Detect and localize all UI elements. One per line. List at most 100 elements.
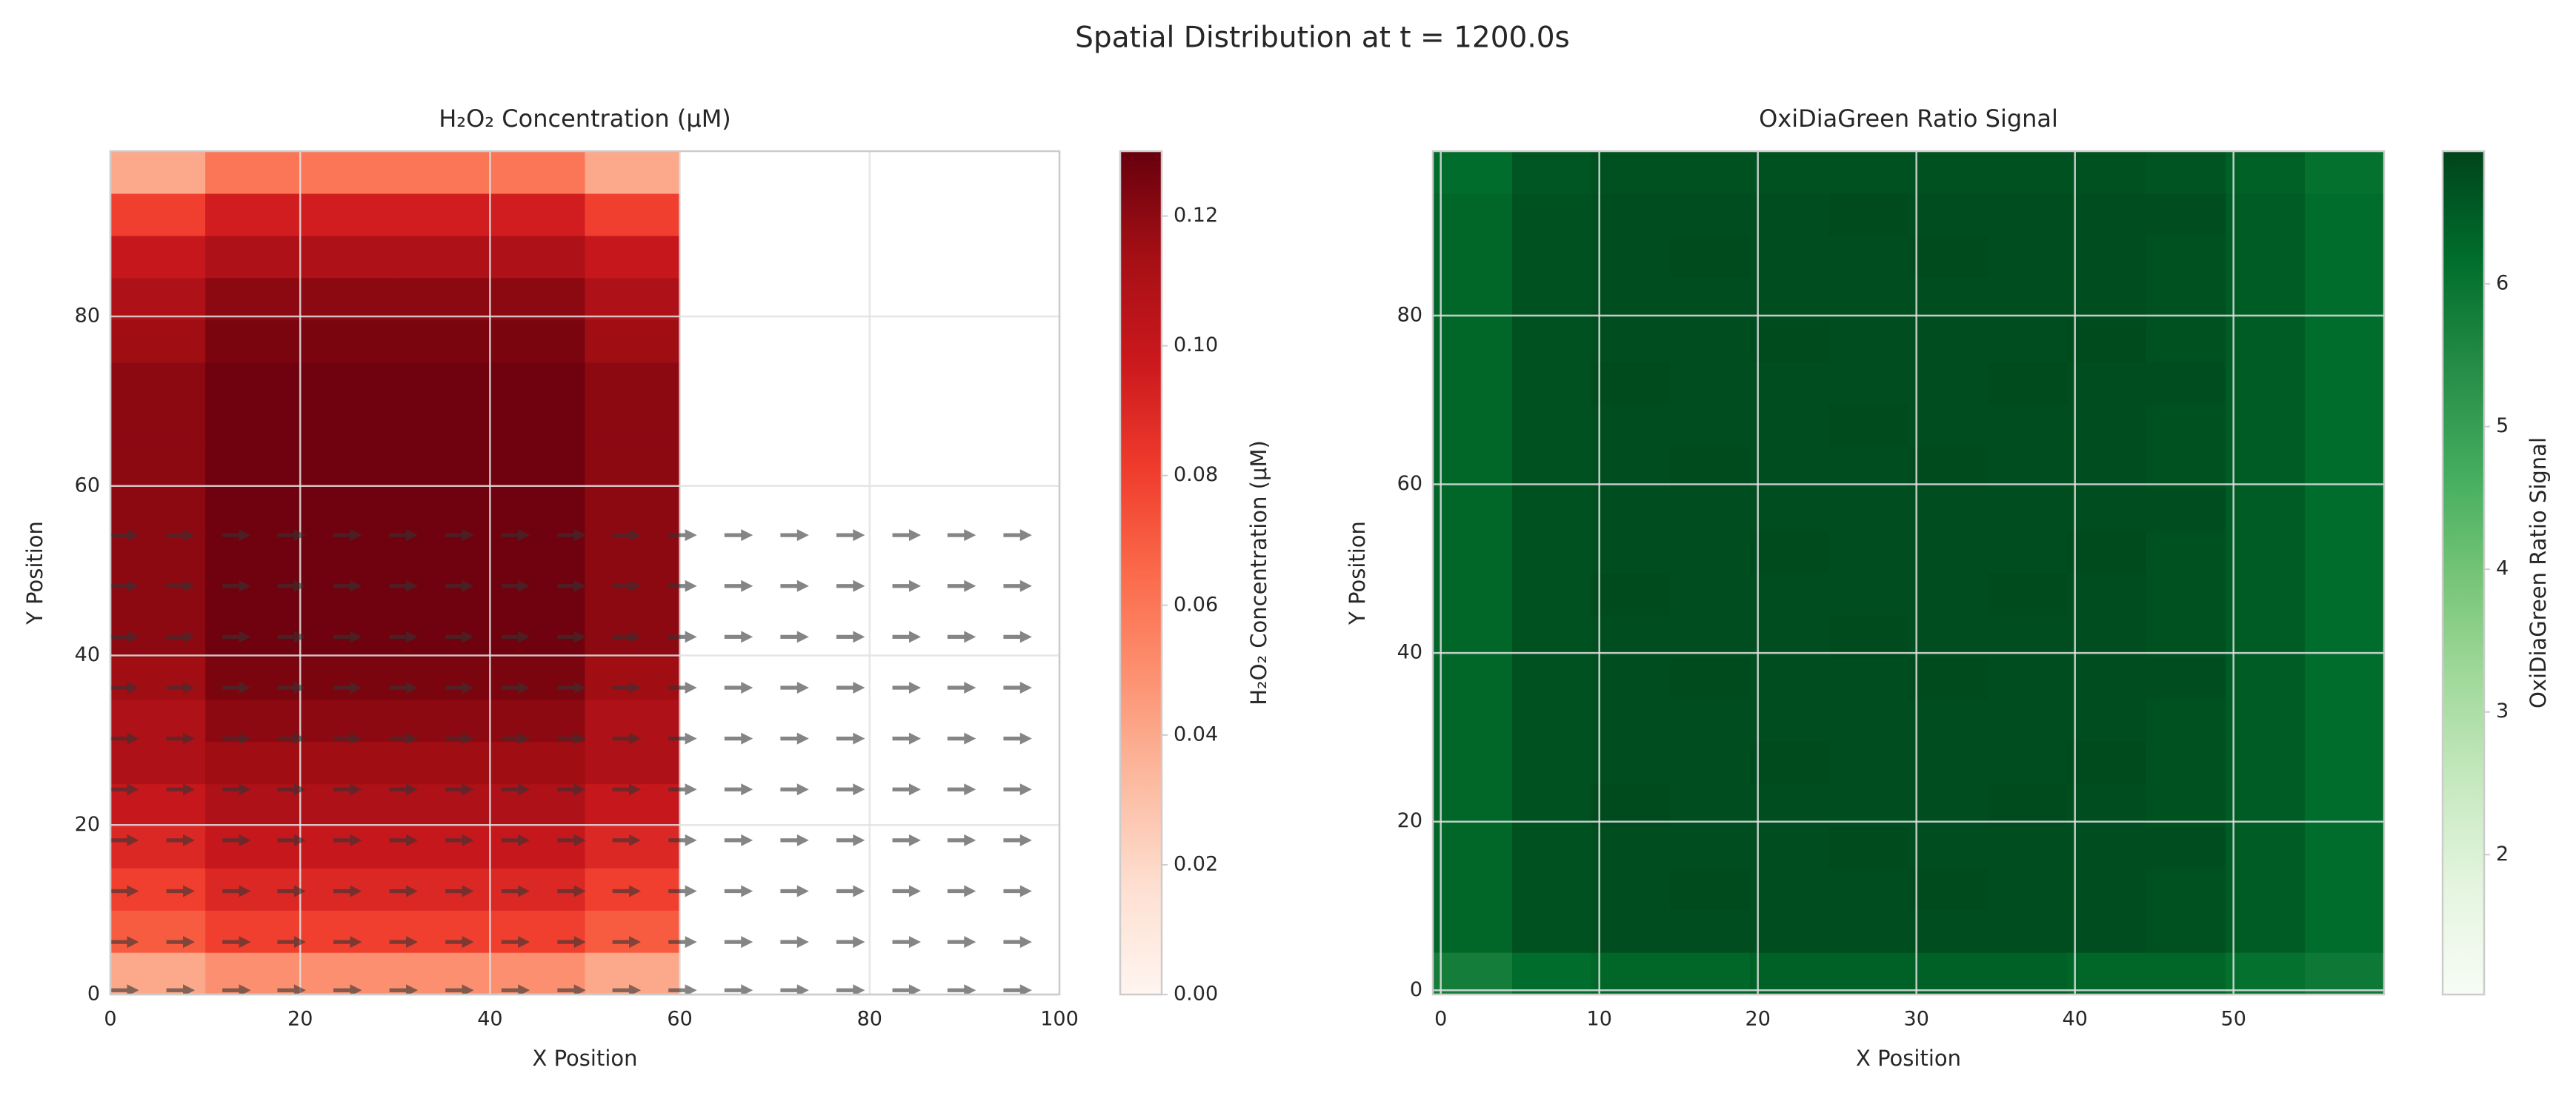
heatmap-cell bbox=[2226, 277, 2306, 321]
heatmap-cell bbox=[2067, 319, 2147, 363]
heatmap-cell bbox=[2305, 573, 2384, 616]
heatmap-cell bbox=[1671, 657, 1751, 700]
quiver-arrow bbox=[557, 936, 586, 949]
colorbar-label: OxiDiaGreen Ratio Signal bbox=[2526, 437, 2551, 708]
heatmap-cell bbox=[300, 488, 396, 531]
y-axis-label: Y Position bbox=[22, 521, 47, 625]
heatmap-cell bbox=[1988, 362, 2068, 405]
heatmap-cell bbox=[585, 446, 681, 489]
heatmap-cell bbox=[395, 277, 490, 321]
colorbar-tick-label: 0.00 bbox=[1174, 983, 1218, 1006]
heatmap-cell bbox=[1671, 404, 1751, 447]
heatmap-cell bbox=[2067, 573, 2147, 616]
colorbar bbox=[2441, 150, 2486, 996]
quiver-arrow bbox=[277, 834, 306, 846]
heatmap-cell bbox=[2067, 404, 2147, 447]
quiver-arrow bbox=[947, 885, 976, 897]
heatmap-cell bbox=[2305, 741, 2384, 785]
heatmap-cell bbox=[300, 699, 396, 743]
quiver-arrow bbox=[557, 732, 586, 745]
colorbar-tick-label: 0.04 bbox=[1174, 723, 1218, 746]
quiver-arrow bbox=[389, 732, 419, 745]
heatmap-cell bbox=[1829, 193, 1909, 236]
heatmap-cell bbox=[1671, 319, 1751, 363]
colorbar-tick-label: 4 bbox=[2496, 557, 2509, 580]
quiver-arrow bbox=[780, 834, 809, 846]
heatmap-cell bbox=[1988, 657, 2068, 700]
quiver-arrow bbox=[501, 834, 530, 846]
heatmap-cell bbox=[1512, 319, 1592, 363]
heatmap-cell bbox=[2226, 151, 2306, 194]
heatmap-cell bbox=[585, 741, 681, 785]
quiver-arrow bbox=[1003, 529, 1032, 542]
heatmap-cell bbox=[300, 319, 396, 363]
heatmap-cell bbox=[2146, 235, 2226, 279]
heatmap-cell bbox=[2226, 614, 2306, 658]
heatmap-cell bbox=[110, 235, 206, 279]
quiver-arrow bbox=[668, 783, 697, 796]
y-tick-label: 80 bbox=[1397, 303, 1422, 326]
heatmap-cell bbox=[490, 362, 586, 405]
colorbar-tick-label: 2 bbox=[2496, 843, 2509, 866]
heatmap-cell bbox=[1591, 488, 1671, 531]
x-tick-label: 20 bbox=[1745, 1008, 1771, 1031]
heatmap-cell bbox=[1750, 446, 1830, 489]
quiver-arrow bbox=[780, 936, 809, 949]
heatmap-cell bbox=[1512, 488, 1592, 531]
quiver-arrow bbox=[333, 885, 362, 897]
heatmap-cell bbox=[1829, 573, 1909, 616]
heatmap-cell bbox=[205, 193, 301, 236]
heatmap-cell bbox=[2226, 783, 2306, 826]
quiver-arrow bbox=[892, 783, 921, 796]
heatmap-cell bbox=[1750, 193, 1830, 236]
heatmap-cell bbox=[1671, 910, 1751, 953]
quiver-arrow bbox=[836, 732, 865, 745]
quiver-arrow bbox=[389, 783, 419, 796]
heatmap-cell bbox=[2146, 868, 2226, 911]
x-tick-label: 50 bbox=[2221, 1008, 2246, 1031]
heatmap-cell bbox=[1750, 151, 1830, 194]
colorbar bbox=[1119, 150, 1163, 996]
quiver-arrow bbox=[892, 631, 921, 643]
heatmap-cell bbox=[2146, 657, 2226, 700]
heatmap-cell bbox=[2067, 657, 2147, 700]
heatmap-cell bbox=[1591, 151, 1671, 194]
heatmap-cell bbox=[2146, 826, 2226, 869]
heatmap-cell bbox=[1433, 446, 1513, 489]
quiver-arrow bbox=[557, 984, 586, 995]
heatmap-cell bbox=[1908, 193, 1988, 236]
heatmap-cell bbox=[490, 235, 586, 279]
heatmap-cell bbox=[110, 362, 206, 405]
heatmap-cell bbox=[2226, 657, 2306, 700]
heatmap-cell bbox=[2305, 952, 2384, 995]
quiver-arrow bbox=[222, 834, 251, 846]
heatmap-cell bbox=[1591, 826, 1671, 869]
x-tick-label: 40 bbox=[2063, 1008, 2088, 1031]
y-tick-label: 60 bbox=[75, 474, 100, 497]
heatmap-cell bbox=[1829, 614, 1909, 658]
heatmap-cell bbox=[1433, 277, 1513, 321]
heatmap-cell bbox=[1512, 235, 1592, 279]
heatmap-cell bbox=[1433, 193, 1513, 236]
heatmap-cell bbox=[1591, 614, 1671, 658]
axes-frame bbox=[1431, 150, 2386, 996]
heatmap-cell bbox=[205, 699, 301, 743]
heatmap-cell bbox=[2226, 573, 2306, 616]
quiver-arrow bbox=[836, 580, 865, 592]
quiver-arrow bbox=[501, 732, 530, 745]
heatmap-cell bbox=[205, 657, 301, 700]
heatmap-cell bbox=[1512, 151, 1592, 194]
quiver-arrow bbox=[389, 885, 419, 897]
heatmap-cell bbox=[300, 277, 396, 321]
heatmap-cell bbox=[1591, 783, 1671, 826]
quiver-arrow bbox=[333, 732, 362, 745]
heatmap-cell bbox=[2226, 952, 2306, 995]
quiver-arrow bbox=[668, 732, 697, 745]
quiver-arrow bbox=[780, 885, 809, 897]
heatmap-cell bbox=[110, 952, 206, 995]
heatmap-cell bbox=[2067, 868, 2147, 911]
heatmap-cell bbox=[2305, 910, 2384, 953]
heatmap-cell bbox=[2146, 151, 2226, 194]
quiver-arrow bbox=[724, 834, 753, 846]
